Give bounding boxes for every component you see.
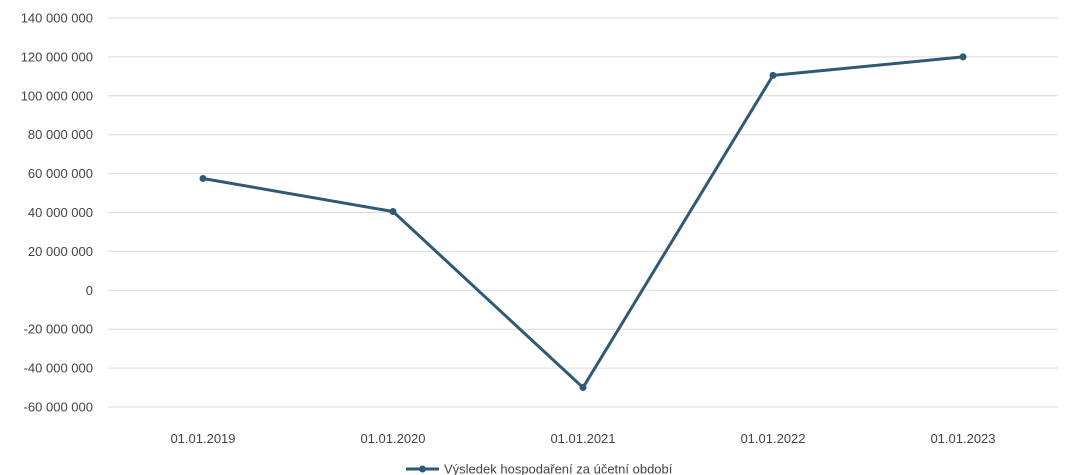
y-tick-label: -40 000 000: [24, 361, 93, 376]
y-tick-label: 40 000 000: [28, 205, 93, 220]
x-tick-label: 01.01.2020: [360, 431, 425, 446]
y-tick-label: 20 000 000: [28, 244, 93, 259]
x-tick-label: 01.01.2022: [740, 431, 805, 446]
y-tick-label: 60 000 000: [28, 166, 93, 181]
x-tick-label: 01.01.2023: [930, 431, 995, 446]
data-point: [579, 384, 587, 392]
y-tick-label: 80 000 000: [28, 127, 93, 142]
x-tick-label: 01.01.2021: [550, 431, 615, 446]
y-tick-label: -20 000 000: [24, 322, 93, 337]
y-tick-label: 100 000 000: [21, 88, 93, 103]
legend: Výsledek hospodaření za účetní období: [406, 462, 673, 475]
data-point: [959, 53, 967, 61]
x-axis-tick-labels: 01.01.2019 01.01.2020 01.01.2021 01.01.2022…: [170, 431, 995, 446]
y-tick-label: -60 000 000: [24, 400, 93, 415]
y-tick-label: 120 000 000: [21, 49, 93, 64]
series-group: [199, 53, 967, 392]
legend-label: Výsledek hospodaření za účetní období: [444, 462, 673, 475]
legend-swatch-marker: [419, 465, 426, 473]
x-tick-label: 01.01.2019: [170, 431, 235, 446]
data-point: [199, 174, 207, 182]
y-tick-label: 140 000 000: [21, 11, 93, 26]
data-point: [389, 208, 397, 216]
gridlines: [108, 17, 1058, 408]
series-line: [201, 55, 965, 390]
data-point: [769, 71, 777, 79]
y-axis-tick-labels: 140 000 000 120 000 000 100 000 000 80 000 …: [21, 11, 93, 415]
y-tick-label: 0: [86, 283, 93, 298]
